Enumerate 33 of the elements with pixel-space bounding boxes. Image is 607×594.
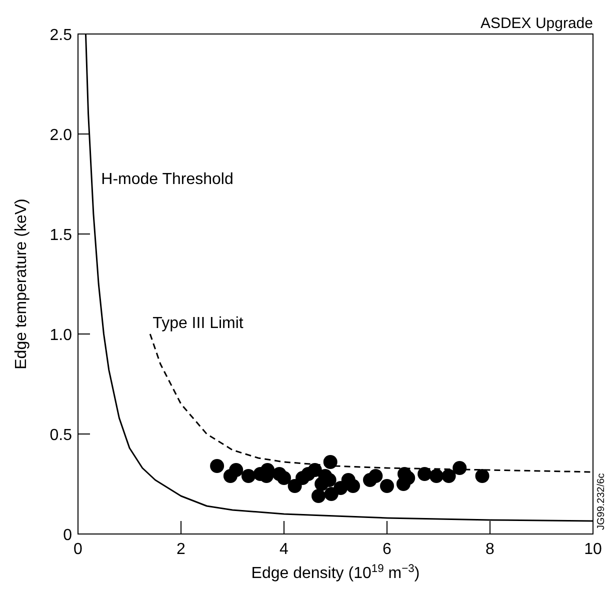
text: JG99.232/6c bbox=[596, 473, 607, 530]
point bbox=[308, 463, 322, 477]
series-label: H-mode Threshold bbox=[101, 171, 234, 188]
y-tick-label: 0.5 bbox=[50, 427, 72, 444]
point bbox=[429, 469, 444, 483]
y-tick-label: 2.5 bbox=[50, 27, 72, 44]
x-tick-label: 4 bbox=[280, 541, 289, 558]
point bbox=[442, 469, 456, 483]
x-tick-label: 0 bbox=[74, 541, 83, 558]
point bbox=[210, 459, 224, 473]
point bbox=[277, 471, 291, 485]
point bbox=[380, 479, 394, 493]
point bbox=[241, 469, 256, 483]
y-axis-title: Edge temperature (keV) bbox=[13, 198, 30, 370]
x-tick-label: 8 bbox=[486, 541, 495, 558]
y-tick-label: 1.0 bbox=[50, 327, 72, 344]
point bbox=[475, 469, 490, 483]
point bbox=[346, 479, 360, 493]
point bbox=[323, 455, 338, 469]
y-tick-label: 0 bbox=[63, 527, 72, 544]
x-axis-title: Edge density (10$^{19}$ m$^{−3}$) bbox=[251, 563, 420, 582]
x-tick-label: 2 bbox=[176, 541, 186, 558]
x-tick-label: 10 bbox=[584, 541, 602, 558]
x-tick-label: 6 bbox=[382, 541, 392, 558]
point bbox=[312, 489, 326, 503]
series-label: Type III Limit bbox=[152, 315, 244, 332]
chart-title: ASDEX Upgrade bbox=[480, 15, 593, 32]
point bbox=[229, 463, 244, 477]
point bbox=[368, 469, 383, 483]
y-tick-label: 1.5 bbox=[50, 227, 72, 244]
y-tick-label: 2.0 bbox=[50, 127, 72, 144]
point bbox=[418, 467, 432, 481]
point bbox=[452, 461, 467, 475]
